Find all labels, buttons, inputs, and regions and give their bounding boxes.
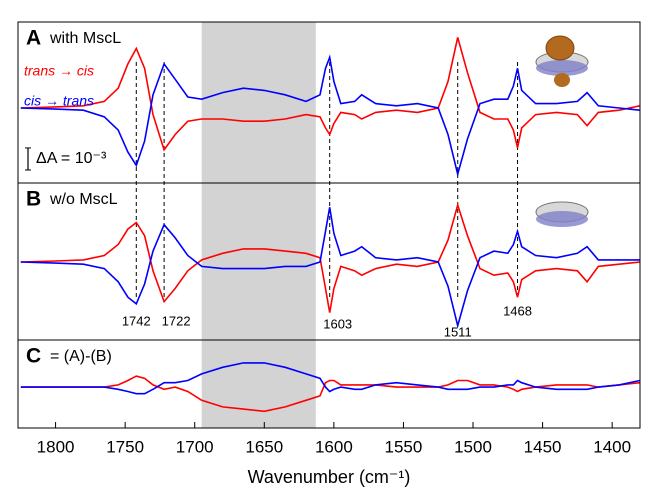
panel-label: C [26,345,41,368]
series-line [20,207,640,329]
series-line [20,37,641,152]
panel-label: A [26,27,41,50]
series-line [20,202,641,313]
plot-frame [17,21,641,429]
series-line [20,362,641,395]
peak-label: 1511 [444,324,472,339]
x-tick-label: 1500 [454,437,492,456]
x-tick-label: 1650 [245,437,283,456]
x-tick-label: 1600 [315,437,353,456]
shaded-region [201,22,316,428]
series-line [20,54,641,178]
icon-nanodisc [535,201,589,227]
panel-title: w/o MscL [49,191,118,208]
x-tick-label: 1800 [37,437,75,456]
x-tick-label: 1550 [385,437,423,456]
x-tick-label: 1400 [593,437,631,456]
icon-with-protein [535,35,589,87]
panel-title: = (A)-(B) [50,348,112,365]
x-axis-title: Wavenumber (cm⁻¹) [248,467,411,487]
legend-entry: trans → cis [24,63,94,79]
peak-label: 1742 [122,313,151,328]
x-tick-label: 1750 [106,437,144,456]
legend-entry: cis → trans [24,93,94,109]
peak-label: 1468 [503,303,532,318]
peak-label: 1603 [323,316,352,331]
x-tick-label: 1450 [524,437,562,456]
series-line [20,375,641,413]
panel-title: with MscL [49,30,121,47]
scale-bar-label: ΔA = 10⁻³ [36,150,107,167]
x-tick-label: 1700 [176,437,214,456]
peak-label: 1722 [162,313,191,328]
panel-label: B [26,188,41,211]
